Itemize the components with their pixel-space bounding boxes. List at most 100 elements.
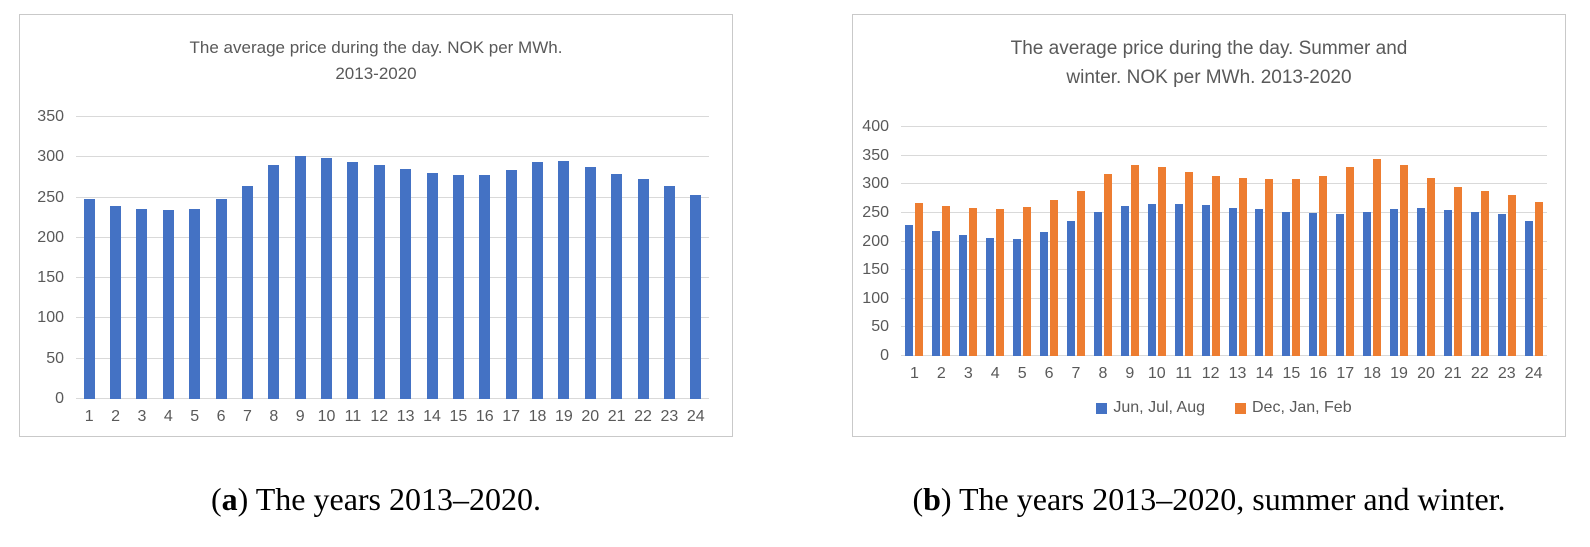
x-axis-tick-label: 19 [555,408,573,425]
gridline-150 [901,269,1547,271]
x-axis-tick-label: 12 [370,408,389,425]
bar-group-hour-9 [287,155,313,399]
bar-group-hour-15 [445,175,471,399]
legend-swatch-icon [1235,402,1246,414]
bar-dec-jan-feb-hour-15 [1292,179,1301,356]
chart-a-body: 0 50 100 150 200 250 300 350 1 2 3 4 5 6 7 8 9 10 11 12 13 1… [37,108,709,426]
x-axis-tick-label: 24 [1524,365,1543,382]
x-axis-tick-label: 21 [1444,365,1462,382]
bar-group-hour-3 [955,208,982,356]
bar-dec-jan-feb-hour-20 [1426,177,1435,356]
y-axis-tick-label: 300 [37,148,64,166]
gridline-50 [901,326,1547,328]
x-axis-tick-label: 8 [1098,365,1108,382]
bar-jun-jul-aug-hour-5 [1013,238,1022,356]
bar-group-hour-1 [76,199,102,399]
chart-a-x-axis: 1 2 3 4 5 6 7 8 9 10 11 12 13 14 15 16 17 18 19 20 21 22 23 24 [76,408,709,426]
gridline-250 [76,196,709,198]
chart-a-plot-area: 0 50 100 150 200 250 300 350 [37,108,709,407]
x-axis-tick-label: 4 [990,365,1000,382]
x-axis-tick-label: 14 [1255,365,1274,382]
bar-value-hour-20 [584,166,596,399]
caption-a-text: ) The years 2013–2020. [237,481,541,517]
bar-group-hour-20 [577,166,603,399]
bar-dec-jan-feb-hour-21 [1453,186,1462,356]
y-axis-tick-label: 150 [862,261,889,279]
bar-group-hour-18 [524,162,550,399]
bar-value-hour-24 [690,195,702,399]
gridline-300 [901,183,1547,185]
x-axis-tick-label: 3 [963,365,973,382]
gridline-0 [76,398,709,399]
y-axis-tick-label: 400 [862,118,889,135]
bar-dec-jan-feb-hour-24 [1534,202,1543,356]
bar-group-hour-4 [155,210,181,399]
x-axis-tick-label: 3 [137,408,147,425]
bar-jun-jul-aug-hour-1 [905,225,914,356]
y-axis-tick-label: 350 [37,108,64,125]
x-axis-tick-label: 19 [1390,365,1408,382]
x-axis-tick-label: 11 [344,408,362,425]
legend-item: Dec, Jan, Feb [1235,399,1352,417]
chart-a-title-line2: 2013-2020 [335,63,417,83]
bar-jun-jul-aug-hour-24 [1524,220,1533,356]
y-axis-tick-label: 200 [862,232,889,250]
bar-value-hour-18 [532,162,544,399]
chart-panel-a: The average price during the day. NOK pe… [19,14,733,437]
x-axis-tick-label: 16 [1309,365,1328,382]
bar-jun-jul-aug-hour-19 [1390,209,1399,356]
x-axis-tick-label: 22 [634,408,652,425]
bar-group-hour-7 [234,185,260,399]
x-axis-tick-label: 6 [216,408,226,425]
bar-value-hour-3 [136,208,148,399]
chart-b-title: The average price during the day. Summer… [863,35,1555,92]
bar-group-hour-12 [366,165,392,399]
bar-dec-jan-feb-hour-7 [1076,191,1085,356]
bar-dec-jan-feb-hour-5 [1023,206,1032,356]
caption-a-paren-open: ( [211,481,222,517]
x-axis-tick-label: 4 [163,408,173,425]
bar-group-hour-2 [102,205,128,399]
bar-jun-jul-aug-hour-7 [1066,220,1075,356]
bar-value-hour-6 [215,199,227,399]
x-axis-tick-label: 13 [1228,365,1247,382]
bar-jun-jul-aug-hour-14 [1255,209,1264,356]
chart-b-body: 0 50 100 150 200 250 300 350 400 1 2 3 4 5 6 7 8 9 10 11 12… [862,118,1547,417]
y-axis-tick-label: 0 [880,347,889,364]
bar-group-hour-24 [1520,202,1547,356]
bar-jun-jul-aug-hour-10 [1147,204,1156,356]
bar-jun-jul-aug-hour-17 [1336,214,1345,356]
gridline-300 [76,156,709,158]
bar-value-hour-13 [400,169,412,399]
y-axis-tick-label: 250 [862,203,889,221]
chart-a-title: The average price during the day. NOK pe… [30,35,722,86]
bar-group-hour-18 [1359,158,1386,356]
x-axis-tick-label: 1 [910,365,919,382]
bar-dec-jan-feb-hour-23 [1507,195,1516,356]
bar-group-hour-11 [340,162,366,399]
bar-group-hour-22 [630,179,656,399]
bar-group-hour-13 [393,169,419,399]
gridline-50 [76,357,709,359]
gridline-200 [901,240,1547,242]
y-axis-tick-label: 50 [46,349,64,367]
x-axis-tick-label: 15 [1282,365,1301,382]
y-axis-tick-label: 100 [862,289,889,307]
x-axis-tick-label: 23 [1497,365,1516,382]
y-axis-tick-label: 150 [37,269,64,287]
bar-dec-jan-feb-hour-17 [1346,167,1355,356]
y-axis-tick-label: 200 [37,228,64,246]
chart-b-plot-area: 0 50 100 150 200 250 300 350 400 [862,118,1547,364]
bar-dec-jan-feb-hour-2 [942,206,951,356]
legend-item: Jun, Jul, Aug [1096,399,1205,417]
bar-dec-jan-feb-hour-10 [1157,167,1166,356]
x-axis-tick-label: 17 [1336,365,1355,382]
bar-value-hour-15 [452,175,464,399]
bar-dec-jan-feb-hour-14 [1265,179,1274,356]
bar-group-hour-5 [1009,206,1036,356]
y-axis-tick-label: 350 [862,146,889,164]
bar-group-hour-21 [604,174,630,399]
caption-b-letter: b [923,481,941,517]
bar-value-hour-9 [294,155,306,399]
bar-group-hour-12 [1197,175,1224,356]
